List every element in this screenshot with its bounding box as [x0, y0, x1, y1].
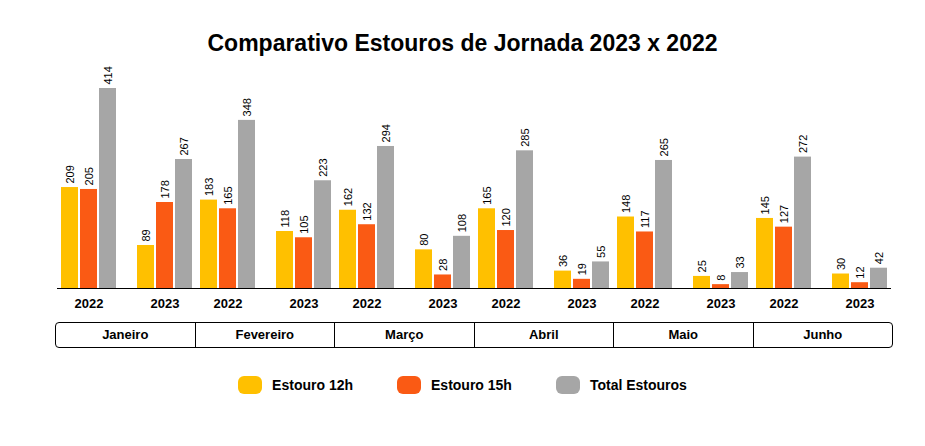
html-text:Comparativo Estouros de Jornad: Comparativo Estouros de Jornada 2023 x 2… — [207, 30, 718, 56]
svg-text:2022: 2022 — [770, 296, 799, 311]
svg-text:127: 127 — [778, 205, 790, 223]
svg-text:89: 89 — [140, 229, 152, 241]
html-text:Maio: Maio — [668, 327, 699, 342]
html-text:Janeiro: Janeiro — [102, 327, 149, 342]
svg-text:348: 348 — [241, 98, 253, 116]
svg-text:118: 118 — [279, 210, 291, 228]
svg-text:80: 80 — [418, 234, 430, 246]
svg-text:2022: 2022 — [75, 296, 104, 311]
svg-text:165: 165 — [481, 186, 493, 204]
svg-text:55: 55 — [595, 246, 607, 258]
svg-text:2023: 2023 — [151, 296, 180, 311]
svg-text:25: 25 — [696, 260, 708, 272]
svg-text:2023: 2023 — [429, 296, 458, 311]
html-text:Estouro 15h: Estouro 15h — [431, 377, 512, 393]
svg-text:294: 294 — [380, 124, 392, 142]
html-text:Junho: Junho — [803, 327, 843, 342]
svg-text:19: 19 — [576, 263, 588, 275]
html-text:Fevereiro: Fevereiro — [235, 327, 294, 342]
html-text:Total Estouros: Total Estouros — [589, 377, 687, 393]
svg-text:117: 117 — [639, 210, 651, 228]
svg-text:2022: 2022 — [631, 296, 660, 311]
svg-text:30: 30 — [835, 258, 847, 270]
svg-text:42: 42 — [873, 252, 885, 264]
svg-text:205: 205 — [83, 167, 95, 185]
svg-text:2023: 2023 — [290, 296, 319, 311]
svg-text:265: 265 — [658, 138, 670, 156]
svg-text:2022: 2022 — [492, 296, 521, 311]
svg-text:162: 162 — [342, 188, 354, 206]
svg-text:148: 148 — [620, 195, 632, 213]
svg-text:209: 209 — [64, 165, 76, 183]
svg-text:267: 267 — [178, 137, 190, 155]
svg-text:132: 132 — [361, 202, 373, 220]
html-text:Estouro 12h: Estouro 12h — [272, 377, 353, 393]
svg-text:223: 223 — [317, 158, 329, 176]
html-text:Março: Março — [385, 327, 424, 342]
svg-text:272: 272 — [797, 135, 809, 153]
svg-text:8: 8 — [715, 275, 727, 281]
svg-text:183: 183 — [203, 178, 215, 196]
svg-text:2023: 2023 — [707, 296, 736, 311]
svg-text:2022: 2022 — [214, 296, 243, 311]
svg-text:28: 28 — [437, 259, 449, 271]
svg-text:414: 414 — [102, 66, 114, 84]
svg-text:285: 285 — [519, 128, 531, 146]
svg-text:12: 12 — [854, 266, 866, 278]
html-text:Abril: Abril — [528, 327, 559, 342]
svg-text:33: 33 — [734, 256, 746, 268]
svg-text:178: 178 — [159, 180, 171, 198]
svg-text:2023: 2023 — [846, 296, 875, 311]
svg-text:120: 120 — [500, 208, 512, 226]
svg-text:36: 36 — [557, 255, 569, 267]
svg-text:2022: 2022 — [353, 296, 382, 311]
svg-text:2023: 2023 — [568, 296, 597, 311]
svg-text:108: 108 — [456, 214, 468, 232]
svg-text:105: 105 — [298, 215, 310, 233]
svg-text:165: 165 — [222, 186, 234, 204]
svg-text:145: 145 — [759, 196, 771, 214]
